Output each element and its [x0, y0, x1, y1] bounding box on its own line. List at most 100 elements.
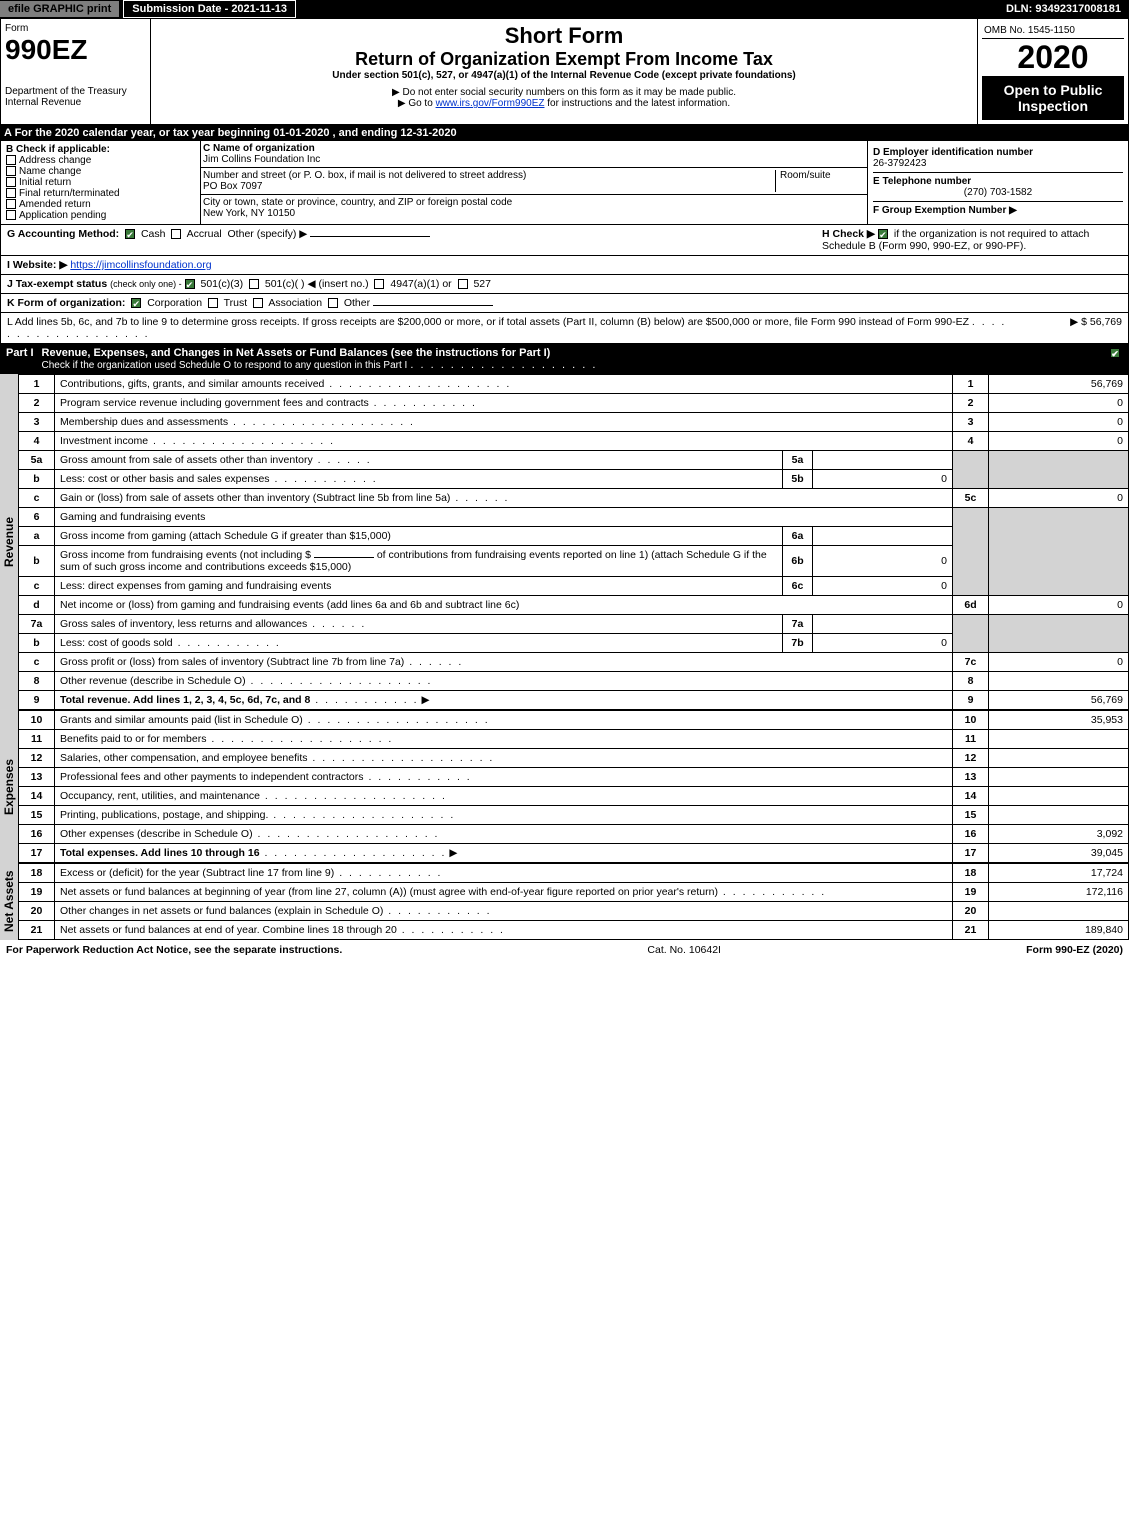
footer-left: For Paperwork Reduction Act Notice, see …: [6, 944, 342, 956]
row-2: 2Program service revenue including gover…: [19, 394, 1129, 413]
tax-year: 2020: [982, 39, 1124, 76]
r19-desc: Net assets or fund balances at beginning…: [60, 886, 718, 898]
r6a-desc: Gross income from gaming (attach Schedul…: [55, 527, 783, 546]
line-l: L Add lines 5b, 6c, and 7b to line 9 to …: [0, 313, 1129, 344]
website-link[interactable]: https://jimcollinsfoundation.org: [70, 259, 211, 271]
irs-label: Internal Revenue: [5, 97, 146, 108]
f-label: F Group Exemption Number ▶: [873, 205, 1123, 216]
line-i: I Website: ▶ https://jimcollinsfoundatio…: [0, 256, 1129, 275]
check-final[interactable]: [6, 188, 16, 198]
b-item-0: Address change: [19, 155, 91, 166]
goto-link[interactable]: www.irs.gov/Form990EZ: [436, 98, 545, 109]
r9-desc: Total revenue. Add lines 1, 2, 3, 4, 5c,…: [60, 694, 310, 706]
r10-desc: Grants and similar amounts paid (list in…: [60, 714, 303, 726]
check-4947[interactable]: [374, 279, 384, 289]
r5a-val: [813, 451, 953, 470]
r18-val: 17,724: [989, 864, 1129, 883]
submission-date: Submission Date - 2021-11-13: [123, 0, 296, 18]
check-501c[interactable]: [249, 279, 259, 289]
e-label: E Telephone number: [873, 176, 1123, 187]
r3-desc: Membership dues and assessments: [60, 416, 228, 428]
j-label: J Tax-exempt status: [7, 278, 107, 290]
r2-desc: Program service revenue including govern…: [60, 397, 369, 409]
open-inspection: Open to Public Inspection: [982, 76, 1124, 120]
r6c-desc: Less: direct expenses from gaming and fu…: [60, 580, 331, 592]
r2-val: 0: [989, 394, 1129, 413]
r9-val: 56,769: [989, 691, 1129, 710]
check-trust[interactable]: [208, 298, 218, 308]
caution-text: ▶ Do not enter social security numbers o…: [155, 87, 973, 98]
box-b-title: B Check if applicable:: [6, 144, 195, 155]
check-other-org[interactable]: [328, 298, 338, 308]
row-19: 19Net assets or fund balances at beginni…: [19, 883, 1129, 902]
check-name[interactable]: [6, 166, 16, 176]
part1-header: Part I Revenue, Expenses, and Changes in…: [0, 344, 1129, 374]
b-item-5: Application pending: [19, 210, 106, 221]
omb-number: OMB No. 1545-1150: [982, 23, 1124, 39]
goto-prefix: ▶ Go to: [398, 98, 436, 109]
row-13: 13Professional fees and other payments t…: [19, 768, 1129, 787]
r3-val: 0: [989, 413, 1129, 432]
check-501c3[interactable]: ✔: [185, 279, 195, 289]
goto-line: ▶ Go to www.irs.gov/Form990EZ for instru…: [155, 98, 973, 109]
check-527[interactable]: [458, 279, 468, 289]
form-number: 990EZ: [5, 34, 146, 66]
b-item-1: Name change: [19, 166, 81, 177]
check-amended[interactable]: [6, 199, 16, 209]
d-label: D Employer identification number: [873, 147, 1123, 158]
r5b-desc: Less: cost or other basis and sales expe…: [60, 473, 270, 485]
check-assoc[interactable]: [253, 298, 263, 308]
r17-desc: Total expenses. Add lines 10 through 16: [60, 847, 260, 859]
k-trust: Trust: [224, 297, 248, 309]
r16-val: 3,092: [989, 825, 1129, 844]
check-initial[interactable]: [6, 177, 16, 187]
r4-desc: Investment income: [60, 435, 148, 447]
r5b-val: 0: [813, 470, 953, 489]
check-address[interactable]: [6, 155, 16, 165]
r15-val: [989, 806, 1129, 825]
row-16: 16Other expenses (describe in Schedule O…: [19, 825, 1129, 844]
row-6: 6Gaming and fundraising events: [19, 508, 1129, 527]
under-section: Under section 501(c), 527, or 4947(a)(1)…: [155, 70, 973, 81]
j-b: 501(c)( ) ◀ (insert no.): [265, 278, 369, 290]
efile-label: efile GRAPHIC print: [0, 1, 119, 17]
street-label: Number and street (or P. O. box, if mail…: [203, 170, 775, 181]
r7a-val: [813, 615, 953, 634]
b-item-3: Final return/terminated: [19, 188, 120, 199]
row-7c: cGross profit or (loss) from sales of in…: [19, 653, 1129, 672]
b-item-4: Amended return: [19, 199, 91, 210]
l-text: L Add lines 5b, 6c, and 7b to line 9 to …: [7, 316, 969, 328]
row-20: 20Other changes in net assets or fund ba…: [19, 902, 1129, 921]
check-part1[interactable]: ✔: [1110, 348, 1120, 358]
b-item-2: Initial return: [19, 177, 71, 188]
r11-desc: Benefits paid to or for members: [60, 733, 206, 745]
check-cash[interactable]: ✔: [125, 229, 135, 239]
form-header: Form 990EZ Department of the Treasury In…: [0, 18, 1129, 125]
check-h[interactable]: ✔: [878, 229, 888, 239]
check-accrual[interactable]: [171, 229, 181, 239]
r7b-desc: Less: cost of goods sold: [60, 637, 173, 649]
k-other: Other: [344, 297, 370, 309]
room-label: Room/suite: [775, 170, 865, 192]
r7c-val: 0: [989, 653, 1129, 672]
row-12: 12Salaries, other compensation, and empl…: [19, 749, 1129, 768]
r14-desc: Occupancy, rent, utilities, and maintena…: [60, 790, 260, 802]
k-corp: Corporation: [147, 297, 202, 309]
line-j: J Tax-exempt status (check only one) - ✔…: [0, 275, 1129, 294]
expenses-table: 10Grants and similar amounts paid (list …: [18, 710, 1129, 863]
row-11: 11Benefits paid to or for members11: [19, 730, 1129, 749]
row-3: 3Membership dues and assessments30: [19, 413, 1129, 432]
r12-val: [989, 749, 1129, 768]
row-18: 18Excess or (deficit) for the year (Subt…: [19, 864, 1129, 883]
r6b-desc1: Gross income from fundraising events (no…: [60, 549, 311, 561]
page-footer: For Paperwork Reduction Act Notice, see …: [0, 940, 1129, 960]
goto-suffix: for instructions and the latest informat…: [547, 98, 730, 109]
l-val: ▶ $ 56,769: [1012, 316, 1122, 340]
j-a: 501(c)(3): [200, 278, 243, 290]
r18-desc: Excess or (deficit) for the year (Subtra…: [60, 867, 334, 879]
check-pending[interactable]: [6, 210, 16, 220]
top-bar: efile GRAPHIC print Submission Date - 20…: [0, 0, 1129, 18]
row-1: 1Contributions, gifts, grants, and simil…: [19, 375, 1129, 394]
row-7a: 7aGross sales of inventory, less returns…: [19, 615, 1129, 634]
check-corp[interactable]: ✔: [131, 298, 141, 308]
